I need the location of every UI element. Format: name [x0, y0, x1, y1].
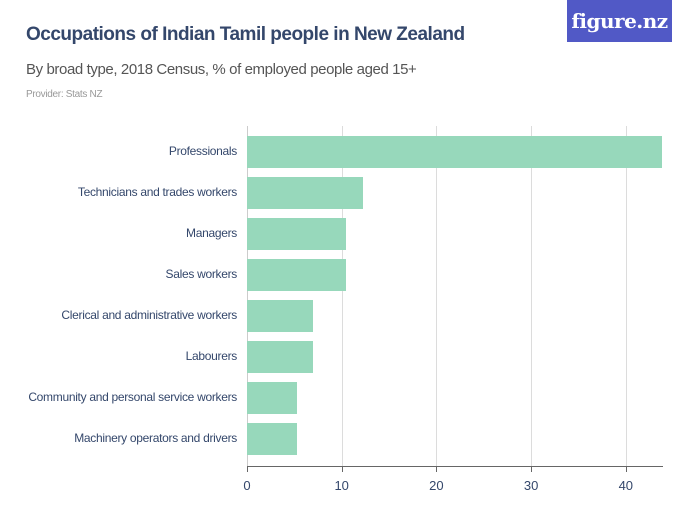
x-tick — [531, 466, 533, 472]
provider-label: Provider: Stats NZ — [26, 89, 103, 100]
category-label: Professionals — [168, 144, 237, 158]
category-label: Machinery operators and drivers — [74, 431, 237, 445]
bar[interactable] — [247, 423, 298, 455]
bar[interactable] — [247, 259, 347, 291]
x-tick-label: 20 — [429, 478, 444, 493]
gridline — [436, 126, 438, 466]
category-label: Clerical and administrative workers — [61, 308, 237, 322]
gridline — [341, 126, 343, 466]
category-label: Labourers — [185, 349, 238, 363]
chart-subtitle: By broad type, 2018 Census, % of employe… — [26, 61, 417, 78]
x-tick — [625, 466, 627, 472]
bar[interactable] — [247, 136, 662, 168]
x-tick — [341, 466, 343, 472]
x-tick-label: 10 — [334, 478, 349, 493]
category-label: Community and personal service workers — [28, 390, 237, 404]
chart-title: Occupations of Indian Tamil people in Ne… — [26, 24, 465, 45]
category-label: Sales workers — [165, 267, 238, 281]
bar[interactable] — [247, 218, 347, 250]
category-label: Technicians and trades workers — [77, 185, 237, 199]
x-tick-label: 40 — [618, 478, 634, 493]
x-axis-line — [247, 466, 663, 467]
y-axis-line — [247, 126, 248, 466]
bar[interactable] — [247, 300, 314, 332]
x-tick — [436, 466, 438, 472]
x-tick-label: 0 — [243, 478, 251, 493]
x-tick-label: 30 — [523, 478, 539, 493]
gridline — [625, 126, 627, 466]
bar[interactable] — [247, 341, 314, 373]
gridline — [531, 126, 533, 466]
bar[interactable] — [247, 177, 364, 209]
bar[interactable] — [247, 382, 298, 414]
figure-nz-logo[interactable]: figure.nz — [567, 0, 672, 42]
x-tick — [247, 466, 248, 472]
category-label: Managers — [186, 226, 237, 240]
